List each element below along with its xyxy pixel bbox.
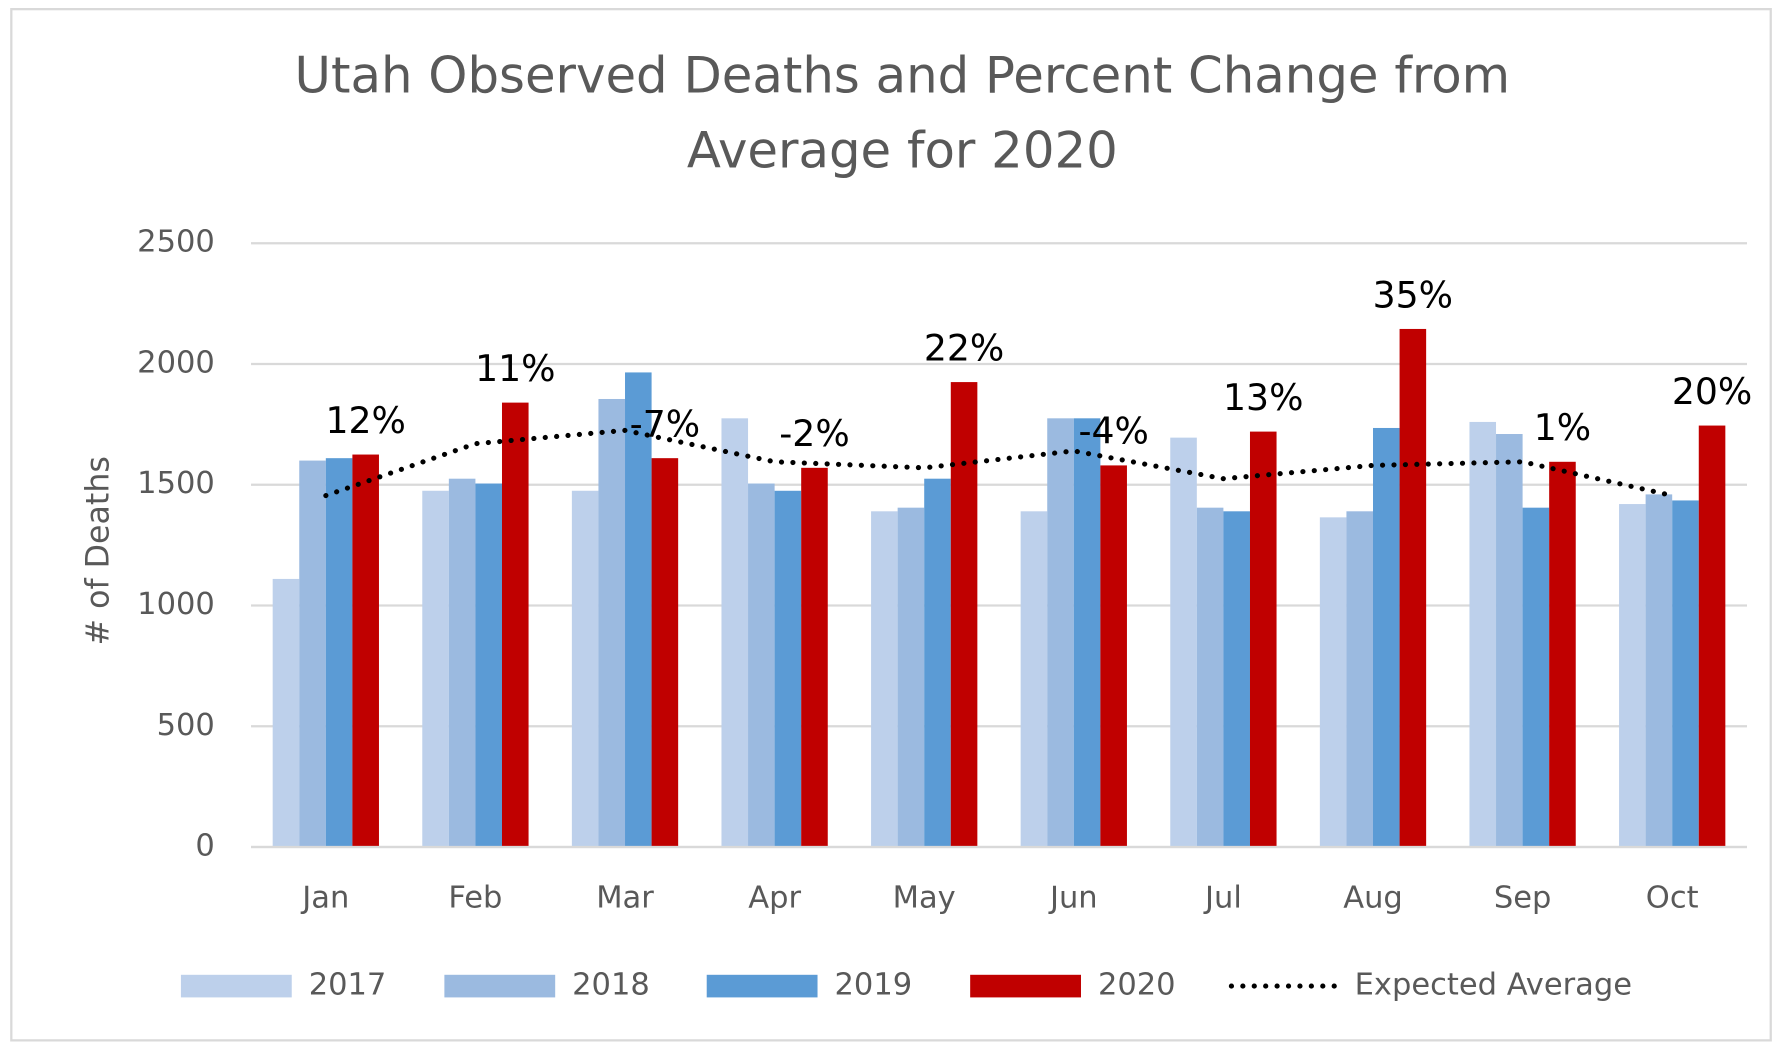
- line-series: [323, 427, 1675, 499]
- bar: [1469, 421, 1497, 848]
- legend-label: 2018: [572, 968, 650, 1003]
- legend-label: 2020: [1098, 968, 1176, 1003]
- bar: [950, 382, 978, 848]
- bar: [1373, 427, 1400, 848]
- bar: [1645, 494, 1673, 848]
- chart-title: Utah Observed Deaths and Percent Change …: [295, 47, 1511, 105]
- legend-swatch: [706, 974, 818, 998]
- y-tick-label: 0: [195, 829, 214, 864]
- bar: [422, 490, 449, 848]
- bar: [1170, 437, 1197, 848]
- bar: [598, 398, 626, 848]
- legend-swatch: [180, 974, 292, 998]
- x-tick-label: Feb: [448, 881, 502, 916]
- bar: [721, 418, 749, 848]
- bar: [897, 507, 925, 848]
- legend-label: 2017: [309, 968, 387, 1003]
- annotation: 20%: [1672, 370, 1752, 413]
- annotation: 22%: [924, 326, 1004, 369]
- bar: [1047, 418, 1074, 848]
- y-tick-label: 2000: [137, 345, 215, 380]
- bar: [871, 511, 898, 848]
- bar: [1073, 418, 1101, 848]
- bar: [272, 578, 300, 848]
- bar: [1319, 517, 1347, 848]
- bar: [1496, 434, 1523, 848]
- bar: [801, 467, 828, 848]
- x-tick-label: Apr: [748, 881, 801, 916]
- legend-label: 2019: [834, 968, 912, 1003]
- bar: [625, 372, 652, 848]
- x-tick-label: Mar: [596, 881, 654, 916]
- annotation: -2%: [779, 412, 849, 455]
- y-tick-label: 2500: [137, 225, 215, 260]
- legend-label: Expected Average: [1355, 968, 1632, 1003]
- legend-swatch: [444, 974, 556, 998]
- bar: [1619, 504, 1646, 848]
- chart-title: Average for 2020: [687, 121, 1118, 179]
- bar: [774, 490, 802, 848]
- bar: [1100, 465, 1127, 848]
- y-axis-title: # of Deaths: [81, 456, 117, 645]
- bar: [1196, 507, 1224, 848]
- bar: [651, 458, 679, 848]
- bar: [1249, 431, 1277, 848]
- bar: [1346, 511, 1374, 848]
- annotation: 12%: [325, 399, 405, 442]
- bar: [299, 460, 326, 848]
- x-tick-label: Oct: [1646, 881, 1699, 916]
- x-tick-label: Jan: [300, 881, 349, 916]
- bar: [571, 490, 599, 848]
- bar: [1399, 328, 1427, 848]
- bar: [448, 478, 476, 848]
- x-tick-label: Sep: [1494, 881, 1552, 916]
- bar: [475, 483, 502, 848]
- y-tick-label: 1000: [137, 587, 215, 622]
- annotation: -4%: [1078, 410, 1148, 453]
- bar: [1698, 425, 1726, 848]
- annotation: 11%: [475, 347, 555, 390]
- bar: [1549, 461, 1576, 848]
- x-tick-label: Aug: [1343, 881, 1403, 916]
- bar: [325, 458, 353, 848]
- annotation: 13%: [1223, 376, 1303, 419]
- y-tick-label: 1500: [137, 466, 215, 501]
- bar: [924, 478, 951, 848]
- legend-swatch: [970, 974, 1081, 998]
- bar: [1672, 500, 1699, 848]
- bar: [501, 402, 529, 848]
- y-tick-label: 500: [157, 708, 215, 743]
- bar: [352, 454, 379, 848]
- annotation: -7%: [630, 403, 700, 446]
- annotation: 1%: [1534, 406, 1591, 449]
- annotation: 35%: [1373, 273, 1453, 316]
- bar: [748, 483, 775, 848]
- x-tick-label: Jun: [1048, 881, 1098, 916]
- x-tick-label: May: [893, 881, 956, 916]
- bar: [1223, 511, 1250, 848]
- x-tick-label: Jul: [1203, 881, 1242, 916]
- bar: [1522, 507, 1550, 848]
- bar: [1020, 511, 1048, 848]
